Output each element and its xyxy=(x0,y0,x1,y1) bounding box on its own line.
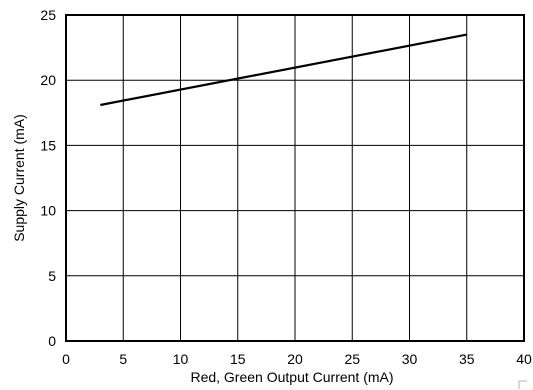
x-tick-label: 15 xyxy=(230,351,246,367)
y-tick-label: 10 xyxy=(40,203,56,219)
x-tick-label: 10 xyxy=(173,351,189,367)
x-tick-label: 40 xyxy=(516,351,532,367)
x-tick-label: 35 xyxy=(459,351,475,367)
y-tick-label: 0 xyxy=(48,333,56,349)
series-layer xyxy=(100,33,468,107)
y-tick-label: 5 xyxy=(48,268,56,284)
x-tick-label: 20 xyxy=(287,351,303,367)
y-tick-label: 15 xyxy=(40,137,56,153)
plot-frame xyxy=(65,14,525,342)
y-tick-labels: 0 5 10 15 20 25 xyxy=(40,7,56,349)
x-tick-label: 25 xyxy=(344,351,360,367)
x-tick-label: 0 xyxy=(62,351,70,367)
x-axis-label: Red, Green Output Current (mA) xyxy=(190,369,393,385)
y-axis-label: Supply Current (mA) xyxy=(11,114,27,242)
x-tick-label: 30 xyxy=(402,351,418,367)
series-line xyxy=(100,33,468,107)
corner-mark xyxy=(518,380,527,389)
x-tick-label: 5 xyxy=(119,351,127,367)
grid xyxy=(66,15,524,341)
x-tick-labels: 0 5 10 15 20 25 30 35 40 xyxy=(62,351,532,367)
y-tick-label: 25 xyxy=(40,7,56,23)
y-tick-label: 20 xyxy=(40,72,56,88)
